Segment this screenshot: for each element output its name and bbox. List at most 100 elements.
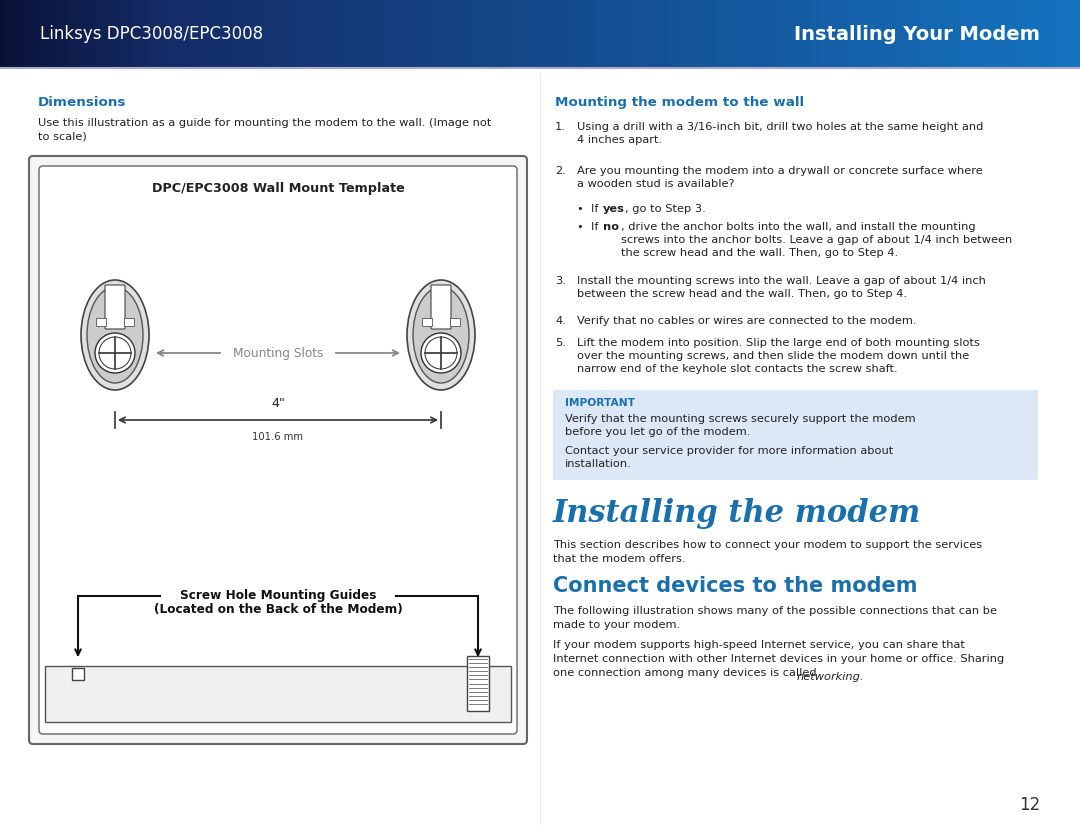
Bar xyxy=(880,0,886,68)
Bar xyxy=(356,0,362,68)
Bar xyxy=(902,0,907,68)
Text: 1.: 1. xyxy=(555,122,566,132)
Text: Use this illustration as a guide for mounting the modem to the wall. (Image not
: Use this illustration as a guide for mou… xyxy=(38,118,491,141)
Bar xyxy=(583,0,589,68)
Bar xyxy=(400,0,405,68)
Bar xyxy=(626,0,632,68)
Bar xyxy=(740,0,745,68)
Bar xyxy=(140,0,146,68)
FancyBboxPatch shape xyxy=(105,285,125,329)
Bar xyxy=(329,0,335,68)
Bar xyxy=(475,0,481,68)
Text: DPC/EPC3008 Wall Mount Template: DPC/EPC3008 Wall Mount Template xyxy=(151,182,404,194)
Bar xyxy=(216,0,221,68)
Bar xyxy=(11,0,16,68)
Bar xyxy=(184,0,189,68)
Bar xyxy=(470,0,475,68)
Bar xyxy=(724,0,729,68)
Bar xyxy=(923,0,929,68)
Bar xyxy=(810,0,815,68)
Bar xyxy=(454,0,459,68)
Bar xyxy=(572,0,578,68)
Bar xyxy=(783,0,788,68)
Text: 4": 4" xyxy=(271,397,285,410)
Bar xyxy=(659,0,664,68)
Bar xyxy=(832,0,837,68)
Text: , drive the anchor bolts into the wall, and install the mounting
screws into the: , drive the anchor bolts into the wall, … xyxy=(621,222,1012,259)
Bar xyxy=(27,0,32,68)
Bar xyxy=(983,0,988,68)
Bar xyxy=(481,0,486,68)
Bar xyxy=(632,0,637,68)
Bar xyxy=(886,0,891,68)
Bar xyxy=(734,0,740,68)
Bar xyxy=(265,0,270,68)
Bar xyxy=(756,0,761,68)
Circle shape xyxy=(95,333,135,373)
Bar xyxy=(637,0,643,68)
Bar xyxy=(869,0,875,68)
Bar xyxy=(443,0,448,68)
Bar xyxy=(518,0,524,68)
Bar xyxy=(59,0,65,68)
Bar xyxy=(22,0,27,68)
Bar xyxy=(556,0,562,68)
Bar xyxy=(999,0,1004,68)
Bar xyxy=(86,0,92,68)
Text: •  If: • If xyxy=(577,204,603,214)
Bar xyxy=(162,0,167,68)
Text: 3.: 3. xyxy=(555,276,566,286)
Ellipse shape xyxy=(413,287,469,383)
Bar xyxy=(416,0,421,68)
FancyBboxPatch shape xyxy=(96,318,106,326)
Bar xyxy=(702,0,707,68)
Bar xyxy=(664,0,670,68)
Bar xyxy=(967,0,972,68)
Bar xyxy=(961,0,967,68)
Bar xyxy=(38,0,43,68)
Text: Using a drill with a 3/16-inch bit, drill two holes at the same height and
4 inc: Using a drill with a 3/16-inch bit, dril… xyxy=(577,122,984,145)
FancyBboxPatch shape xyxy=(450,318,460,326)
Bar xyxy=(848,0,853,68)
Bar xyxy=(205,0,211,68)
Bar xyxy=(151,0,157,68)
Bar xyxy=(929,0,934,68)
Bar xyxy=(108,0,113,68)
Text: Mounting the modem to the wall: Mounting the modem to the wall xyxy=(555,96,805,109)
Bar xyxy=(950,0,956,68)
Bar xyxy=(594,0,599,68)
Bar xyxy=(589,0,594,68)
Bar xyxy=(259,0,265,68)
Bar xyxy=(1058,0,1064,68)
Bar xyxy=(394,0,400,68)
Bar xyxy=(410,0,416,68)
Bar xyxy=(97,0,103,68)
Bar xyxy=(535,0,540,68)
Bar xyxy=(837,0,842,68)
Bar xyxy=(1021,0,1026,68)
Bar xyxy=(1037,0,1042,68)
Bar xyxy=(373,0,378,68)
Bar xyxy=(529,0,535,68)
Bar xyxy=(383,0,389,68)
Bar xyxy=(605,0,610,68)
Bar xyxy=(729,0,734,68)
Bar xyxy=(545,0,551,68)
Text: no: no xyxy=(603,222,619,232)
Bar xyxy=(1042,0,1048,68)
Text: networking.: networking. xyxy=(797,672,864,682)
Bar xyxy=(497,0,502,68)
Bar xyxy=(286,0,292,68)
Bar xyxy=(551,0,556,68)
Bar xyxy=(875,0,880,68)
Bar xyxy=(378,0,383,68)
Text: Lift the modem into position. Slip the large end of both mounting slots
over the: Lift the modem into position. Slip the l… xyxy=(577,338,980,374)
Bar xyxy=(173,0,178,68)
Bar xyxy=(697,0,702,68)
Text: Mounting Slots: Mounting Slots xyxy=(233,346,323,359)
Bar xyxy=(513,0,518,68)
Bar xyxy=(713,0,718,68)
Bar xyxy=(281,0,286,68)
Bar xyxy=(761,0,767,68)
Bar xyxy=(130,0,135,68)
